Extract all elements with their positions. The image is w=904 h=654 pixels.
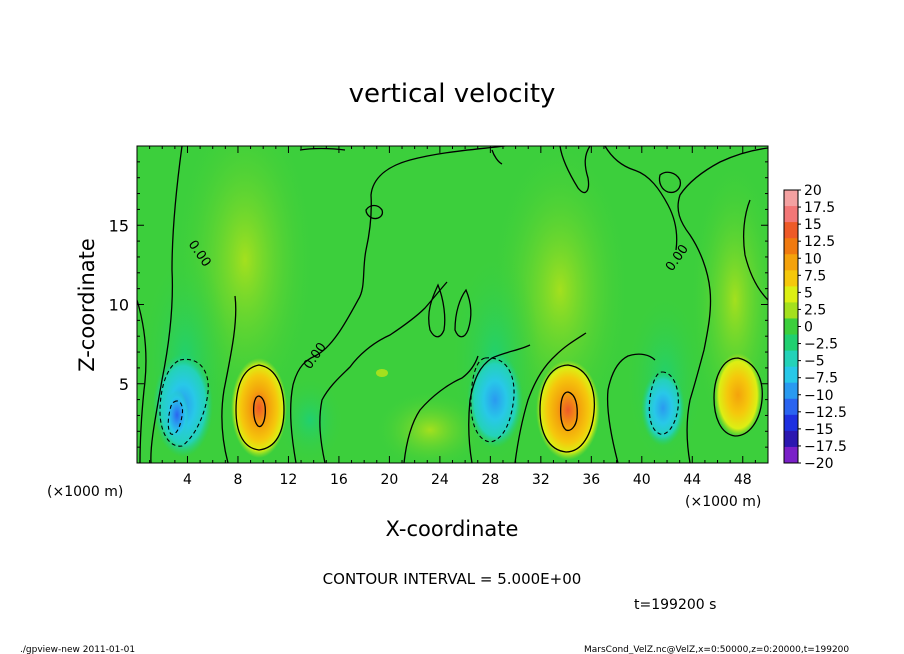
x-axis-title: X-coordinate	[386, 517, 519, 541]
colorbar-swatch	[784, 270, 798, 287]
contour-positive-10	[560, 391, 578, 432]
x-tick-label: 28	[481, 472, 499, 488]
x-tick-label: 36	[582, 472, 600, 488]
contour-zero	[559, 146, 591, 194]
colorbar-label: −12.5	[804, 405, 847, 421]
colorbar-label: −15	[804, 422, 834, 438]
contour-zero	[454, 288, 472, 338]
colorbar-swatch	[784, 190, 798, 207]
x-unit-label-right: (×1000 m)	[685, 494, 761, 510]
contour-zero	[299, 147, 346, 151]
colorbar-swatch	[784, 302, 798, 319]
contour-zero	[604, 146, 678, 251]
colorbar-swatch	[784, 222, 798, 239]
field-updraft-small	[376, 369, 388, 377]
plot-area: 0.00 0.00 0.00	[137, 146, 768, 463]
colorbar-label: 7.5	[804, 268, 826, 284]
field-downdraft	[467, 352, 523, 448]
colorbar-label: 12.5	[804, 234, 835, 250]
colorbar-swatch	[784, 238, 798, 255]
y-tick-label: 10	[109, 296, 129, 315]
x-tick-label: 32	[532, 472, 550, 488]
x-tick-label: 44	[683, 472, 701, 488]
contour-negative-5	[648, 371, 679, 435]
colorbar-label: −10	[804, 388, 834, 404]
contour-zero	[319, 281, 448, 463]
contour-zero	[491, 149, 503, 165]
colorbar-label: −2.5	[804, 337, 838, 353]
colorbar-label: 5	[804, 285, 813, 301]
contour-zero	[743, 199, 768, 301]
colorbar-label: 20	[804, 183, 822, 199]
field-downdraft-core	[165, 390, 189, 440]
x-tick-label: 24	[431, 472, 449, 488]
contour-zero	[677, 147, 768, 463]
colorbar-label: 10	[804, 251, 822, 267]
x-tick-label: 12	[280, 472, 298, 488]
x-tick-label: 40	[633, 472, 651, 488]
contour-zero	[606, 353, 656, 463]
colorbar-swatch	[784, 446, 798, 464]
y-axis: 5 10 15	[109, 161, 768, 448]
contour-zero	[365, 204, 384, 220]
colorbar-label: −5	[804, 354, 825, 370]
contour-zero	[221, 295, 237, 463]
contour-negative-10	[167, 400, 184, 435]
contour-zero	[290, 146, 506, 463]
contour-zero	[403, 355, 479, 463]
colorbar-swatch	[784, 318, 798, 336]
colorbar-swatch	[784, 286, 798, 303]
colorbar-swatch	[784, 430, 798, 448]
colorbar-label: −20	[804, 456, 834, 472]
zero-contours	[137, 146, 768, 463]
field-updraft	[231, 358, 287, 458]
contour-negative-5	[159, 358, 209, 447]
colorbar-swatch	[784, 398, 798, 416]
colorbar-swatch	[784, 334, 798, 352]
colorbar-label: 15	[804, 217, 822, 233]
contour-zero	[428, 283, 446, 338]
negative-contours	[159, 357, 679, 447]
contour-positive-5	[539, 364, 596, 453]
y-tick-label: 5	[119, 375, 129, 394]
contour-zero	[137, 299, 147, 463]
footer-left: ./gpview-new 2011-01-01	[20, 645, 135, 654]
x-tick-label: 48	[734, 472, 752, 488]
contour-positive-5	[235, 364, 285, 451]
contour-zero	[514, 332, 587, 463]
colorbar-swatch	[784, 350, 798, 368]
x-tick-label: 4	[183, 472, 192, 488]
field-updraft	[714, 353, 762, 437]
y-tick-label: 15	[109, 216, 129, 235]
colorbar-label: 2.5	[804, 302, 826, 318]
colorbar-label: −7.5	[804, 371, 838, 387]
x-tick-label: 8	[233, 472, 242, 488]
time-label: t=199200 s	[634, 597, 716, 613]
x-unit-label-left: (×1000 m)	[47, 484, 123, 500]
colorbar-swatch	[784, 366, 798, 384]
contour-positive-10	[252, 395, 266, 428]
colorbar-label: −17.5	[804, 439, 847, 455]
contour-zero	[468, 344, 531, 463]
colorbar-swatch	[784, 254, 798, 271]
colorbar-swatch	[784, 414, 798, 432]
y-axis-title: Z-coordinate	[75, 238, 99, 372]
field-updraft	[536, 360, 600, 460]
colorbar-swatch	[784, 382, 798, 400]
colorbar-label: 0	[804, 320, 813, 336]
contour-interval-text: CONTOUR INTERVAL = 5.000E+00	[323, 570, 582, 588]
colorbar-label: 17.5	[804, 200, 835, 216]
contour-zero	[150, 146, 183, 463]
footer-right: MarsCond_VelZ.nc@VelZ,x=0:50000,z=0:2000…	[584, 645, 849, 654]
chart-title: vertical velocity	[349, 79, 556, 109]
x-axis: 4 8 12 16 20 24 28 32 36 40 44 48	[149, 146, 756, 488]
x-tick-label: 20	[380, 472, 398, 488]
contour-zero	[658, 171, 682, 194]
colorbar-swatch	[784, 206, 798, 223]
contour-negative-5	[470, 357, 515, 443]
x-tick-label: 16	[330, 472, 348, 488]
